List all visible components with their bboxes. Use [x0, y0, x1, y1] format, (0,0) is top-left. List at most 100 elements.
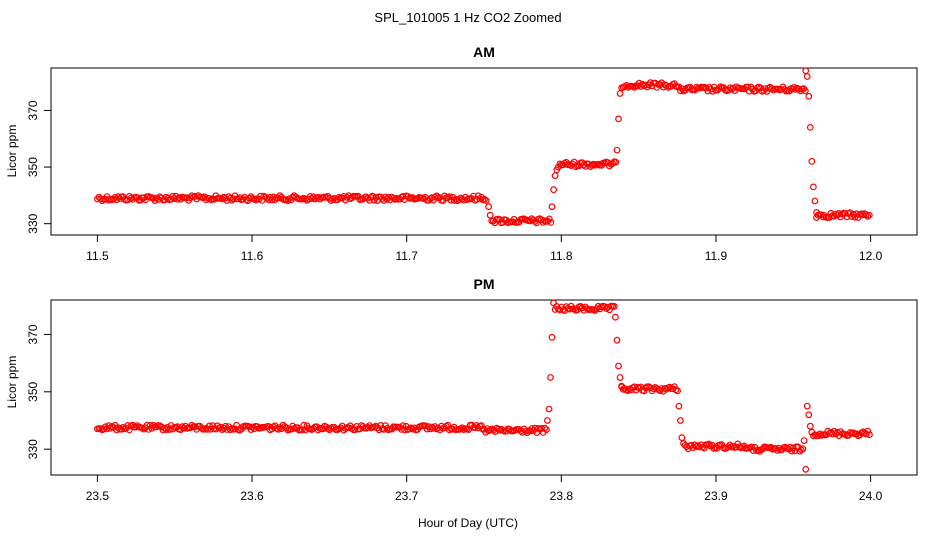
data-point — [813, 208, 820, 216]
data-point — [850, 429, 857, 437]
x-tick-label: 23.9 — [704, 489, 728, 503]
data-point — [541, 424, 549, 432]
data-point — [114, 424, 122, 432]
data-segment — [551, 302, 618, 315]
data-transition — [802, 67, 820, 216]
data-point — [663, 82, 670, 89]
y-tick-label: 370 — [26, 324, 40, 344]
data-point — [613, 146, 621, 154]
data-point — [548, 203, 556, 211]
data-point — [788, 447, 796, 455]
data-point — [143, 421, 151, 429]
data-point — [853, 430, 860, 438]
data-point — [450, 197, 458, 204]
data-point — [803, 402, 811, 410]
data-point — [547, 218, 555, 226]
data-point — [205, 194, 213, 202]
x-tick-label: 23.5 — [86, 489, 110, 503]
data-point — [548, 333, 556, 341]
y-tick-label: 330 — [26, 439, 40, 459]
data-point — [369, 192, 377, 200]
data-point — [503, 427, 510, 435]
data-point — [631, 83, 638, 91]
plot-frame — [50, 299, 918, 476]
data-point — [800, 437, 808, 445]
data-point — [343, 193, 351, 201]
data-point — [543, 426, 550, 434]
data-point — [550, 186, 557, 194]
data-point — [340, 192, 348, 200]
data-point — [106, 424, 114, 432]
data-point — [814, 432, 822, 440]
data-point — [550, 299, 557, 307]
data-point — [474, 192, 482, 200]
data-point — [775, 444, 783, 452]
data-point — [302, 426, 309, 434]
data-point — [188, 192, 196, 200]
data-point — [234, 195, 242, 203]
data-point — [678, 434, 686, 442]
data-point — [197, 424, 205, 432]
data-point — [188, 421, 196, 429]
data-point — [127, 194, 135, 202]
data-point — [482, 197, 490, 204]
data-transition — [548, 163, 562, 211]
data-segment — [489, 215, 555, 227]
data-point — [377, 422, 385, 429]
data-point — [805, 92, 813, 100]
figure-title: SPL_101005 1 Hz CO2 Zoomed — [374, 10, 561, 25]
y-tick-label: 350 — [26, 157, 40, 177]
x-tick-label: 23.7 — [395, 489, 419, 503]
data-point — [551, 172, 559, 180]
data-segment — [556, 158, 620, 171]
data-segment — [673, 83, 809, 95]
y-axis-title: Licor ppm — [5, 125, 19, 178]
data-point — [522, 427, 529, 435]
y-tick-label: 370 — [26, 100, 40, 120]
data-point — [308, 195, 316, 203]
data-point — [404, 192, 412, 200]
data-transition — [612, 313, 625, 390]
data-point — [759, 445, 767, 453]
data-point — [647, 79, 654, 86]
data-point — [383, 425, 391, 432]
data-point — [351, 426, 359, 434]
x-tick-label: 11.9 — [705, 249, 728, 263]
data-point — [249, 423, 257, 431]
data-point — [519, 429, 526, 436]
data-transition — [485, 203, 496, 225]
data-point — [768, 85, 776, 92]
data-point — [811, 197, 819, 205]
data-point — [672, 82, 680, 90]
data-segment — [681, 440, 750, 453]
y-axis-title: Licor ppm — [5, 356, 19, 409]
data-transition — [800, 402, 814, 473]
data-point — [431, 193, 439, 201]
data-point — [675, 402, 683, 410]
data-point — [749, 447, 757, 455]
data-point — [455, 196, 463, 204]
x-tick-label: 23.6 — [240, 489, 264, 503]
data-point — [253, 423, 261, 431]
x-tick-label: 11.5 — [86, 249, 109, 263]
data-point — [274, 425, 282, 433]
data-point — [97, 195, 104, 203]
data-point — [858, 429, 865, 437]
axis-ticks: 11.5 11.6 11.7 11.8 11.9 12.0 330 350 370 — [26, 100, 883, 263]
data-point — [791, 447, 799, 455]
data-point — [616, 374, 624, 381]
data-point — [533, 219, 540, 227]
data-point — [175, 194, 183, 202]
x-tick-label: 11.6 — [241, 249, 264, 263]
data-point — [257, 192, 265, 200]
data-point — [650, 385, 657, 393]
data-segment — [808, 427, 873, 440]
x-tick-label: 11.8 — [550, 249, 573, 263]
data-point — [866, 431, 873, 439]
axis-ticks: 23.5 23.6 23.7 23.8 23.9 24.0 330 350 370 — [26, 324, 883, 503]
data-point — [612, 313, 619, 321]
data-point — [399, 192, 407, 200]
data-segment — [619, 79, 680, 91]
data-points — [93, 67, 873, 227]
data-point — [819, 213, 827, 221]
